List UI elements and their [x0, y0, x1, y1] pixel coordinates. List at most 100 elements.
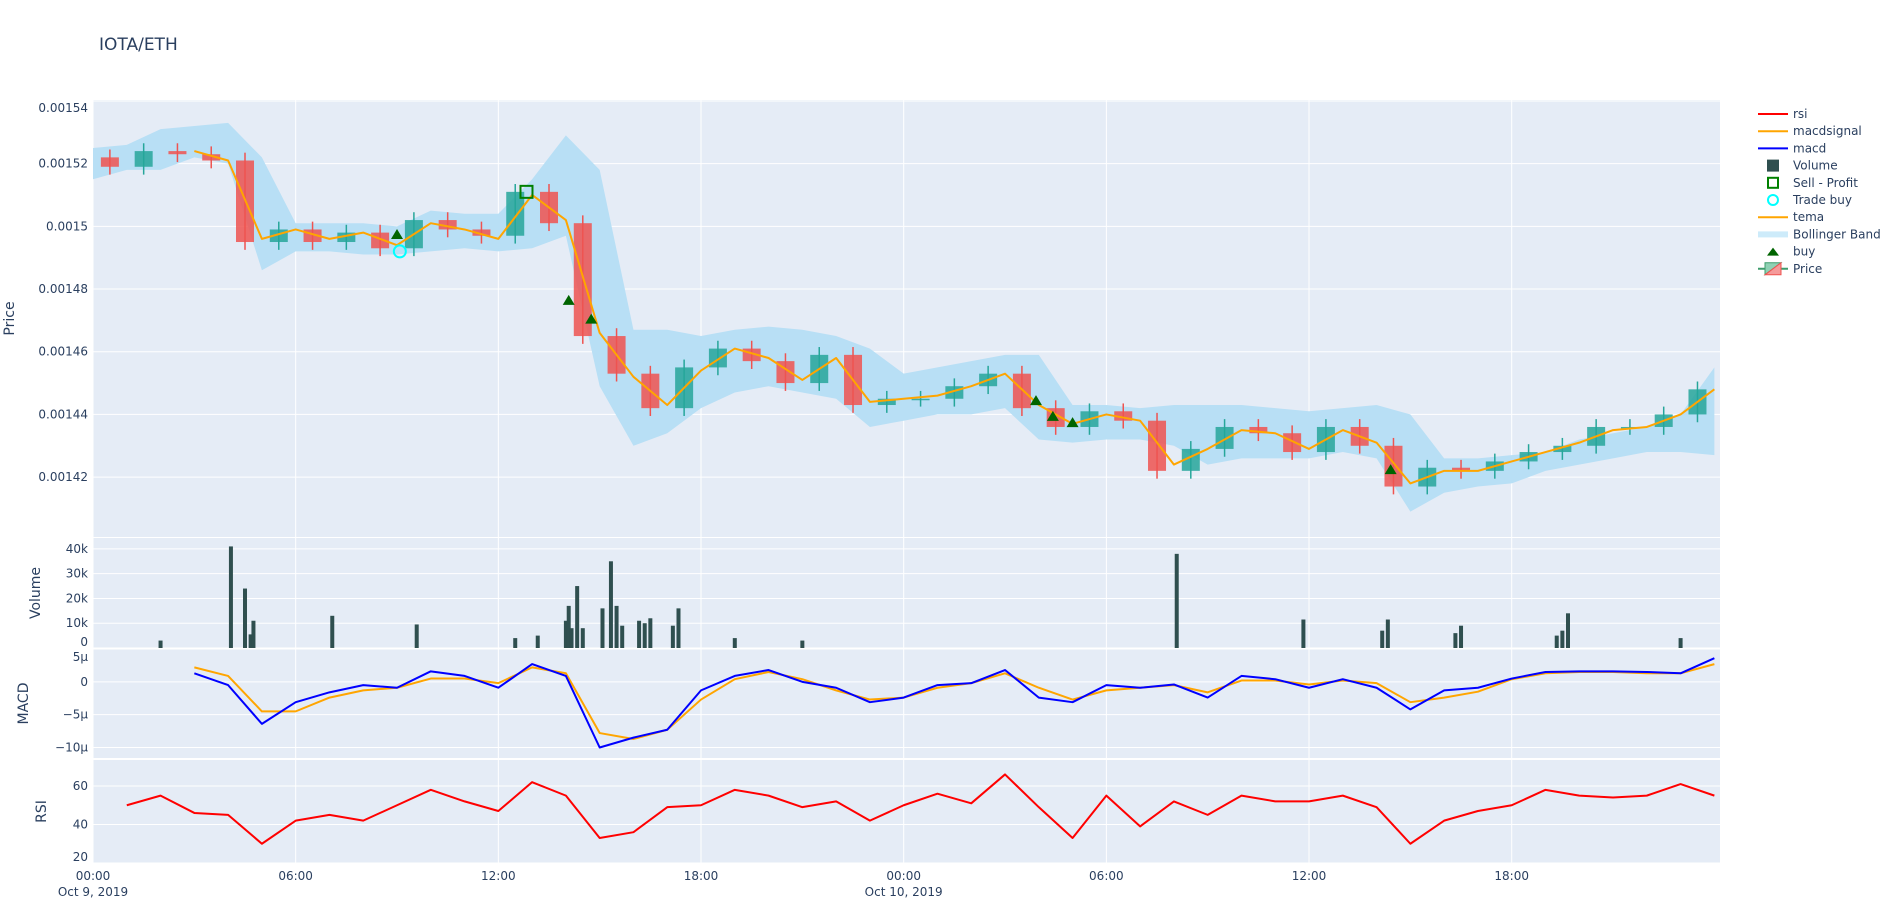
- legend-label: Trade buy: [1792, 193, 1852, 207]
- x-tick-label: 18:00: [684, 869, 719, 883]
- candle-body: [1452, 467, 1471, 471]
- legend-item-trade-buy[interactable]: Trade buy: [1767, 193, 1852, 207]
- legend-item-buy[interactable]: buy: [1767, 245, 1815, 259]
- candle: [1249, 419, 1268, 442]
- candle-body: [1215, 426, 1234, 449]
- x-tick-date-label: Oct 9, 2019: [58, 885, 128, 899]
- x-tick-label: 12:00: [1292, 869, 1327, 883]
- candle: [202, 146, 221, 169]
- buy-marker: [562, 294, 575, 305]
- candle: [1148, 412, 1167, 479]
- legend-item-macdsignal[interactable]: macdsignal: [1758, 124, 1862, 138]
- volume-bar: [566, 605, 571, 648]
- legend-item-volume[interactable]: Volume: [1767, 159, 1838, 173]
- candle: [134, 143, 153, 175]
- volume-bar: [414, 624, 419, 648]
- volume-axis-title: Volume: [28, 567, 44, 619]
- candle-body: [438, 220, 457, 230]
- volume-bar: [563, 620, 568, 648]
- candle-body: [1553, 445, 1572, 453]
- legend-item-macd[interactable]: macd: [1758, 141, 1826, 155]
- volume-bar: [1565, 613, 1570, 648]
- legend-item-tema[interactable]: tema: [1758, 210, 1824, 224]
- legend-circle-icon: [1767, 194, 1779, 206]
- candle-body: [168, 151, 187, 155]
- panels: 0.00142 0.00144 0.00146 0.00148 0.0015 0.0015…: [2, 100, 1720, 899]
- volume-plot-background: [93, 538, 1720, 648]
- volume-bar: [228, 546, 233, 648]
- volume-y-tick-label: 40k: [66, 542, 88, 556]
- volume-bar: [513, 638, 518, 648]
- candle: [1215, 419, 1234, 457]
- sell-profit-marker: [519, 184, 534, 199]
- volume-bar: [575, 586, 580, 648]
- price-y-tick-label: 0.00152: [38, 157, 88, 171]
- volume-y-tick-label: 20k: [66, 591, 88, 605]
- legend-band-icon: [1758, 231, 1788, 238]
- legend[interactable]: rsi macdsignal macd Volume Sell - Profit Trad…: [1758, 107, 1881, 276]
- candle-body: [877, 398, 896, 406]
- price-y-tick-label: 0.00148: [38, 282, 88, 296]
- buy-marker: [1029, 395, 1042, 406]
- legend-item-bollinger-band[interactable]: Bollinger Band: [1758, 227, 1881, 241]
- price-y-tick-label: 0.0015: [46, 219, 88, 233]
- legend-item-price[interactable]: Price: [1758, 262, 1822, 276]
- candle: [1452, 459, 1471, 479]
- legend-label: rsi: [1793, 107, 1808, 121]
- legend-item-rsi[interactable]: rsi: [1758, 107, 1808, 121]
- volume-bar: [1459, 625, 1464, 648]
- bollinger-band: [93, 122, 1715, 512]
- volume-bar: [580, 628, 585, 648]
- price-y-tick-label: 0.00154: [38, 101, 88, 115]
- candle: [1553, 437, 1572, 460]
- volume-bar: [1380, 630, 1385, 648]
- price-axis-title: Price: [2, 301, 18, 335]
- volume-bar: [800, 640, 805, 648]
- candle-body: [100, 157, 119, 167]
- candle: [1114, 403, 1133, 429]
- candle: [877, 390, 896, 413]
- legend-label: macdsignal: [1793, 124, 1862, 138]
- rsi-plot-background: [93, 760, 1720, 863]
- volume-bar: [1301, 619, 1306, 648]
- candle: [1384, 437, 1403, 495]
- legend-label: Volume: [1793, 159, 1838, 173]
- x-tick-date-label: Oct 10, 2019: [865, 885, 943, 899]
- rsi-line: [126, 773, 1715, 845]
- rsi-axis-title: RSI: [34, 800, 50, 823]
- legend-item-sell-profit[interactable]: Sell - Profit: [1767, 176, 1858, 190]
- buy-marker: [391, 229, 404, 240]
- volume-bar: [248, 634, 253, 648]
- legend-square-open-icon: [1767, 176, 1779, 189]
- x-tick-label: 00:00: [886, 869, 921, 883]
- candle: [100, 149, 119, 175]
- buy-marker: [1384, 464, 1397, 475]
- macd-axis-title: MACD: [16, 683, 32, 725]
- rsi-y-tick-label: 20: [73, 850, 88, 864]
- candle-body: [911, 398, 930, 401]
- buy-marker: [585, 313, 598, 324]
- macd-y-tick-label: 5µ: [73, 650, 89, 664]
- candle-body: [472, 229, 491, 236]
- panel-rsi: 20 40 60 RSI: [34, 760, 1720, 864]
- volume-y-tick-label: 30k: [66, 567, 88, 581]
- volume-bar: [637, 620, 642, 648]
- price-y-tick-label: 0.00144: [38, 407, 88, 421]
- volume-bar: [600, 608, 605, 648]
- candle: [438, 212, 457, 238]
- volume-bar: [251, 620, 256, 648]
- volume-bar: [1385, 619, 1390, 648]
- macdsignal-line: [194, 663, 1715, 740]
- legend-label: Sell - Profit: [1793, 176, 1858, 190]
- panel-price: 0.00142 0.00144 0.00146 0.00148 0.0015 0.0015…: [2, 100, 1720, 537]
- volume-bar: [620, 625, 625, 648]
- chart-title: IOTA/ETH: [99, 35, 178, 55]
- volume-bar: [1560, 630, 1565, 648]
- volume-bar: [330, 615, 335, 648]
- rsi-y-tick-label: 60: [73, 779, 88, 793]
- candle: [911, 390, 930, 407]
- volume-bar: [676, 608, 681, 648]
- legend-label: macd: [1793, 141, 1826, 155]
- candle-body: [134, 151, 153, 167]
